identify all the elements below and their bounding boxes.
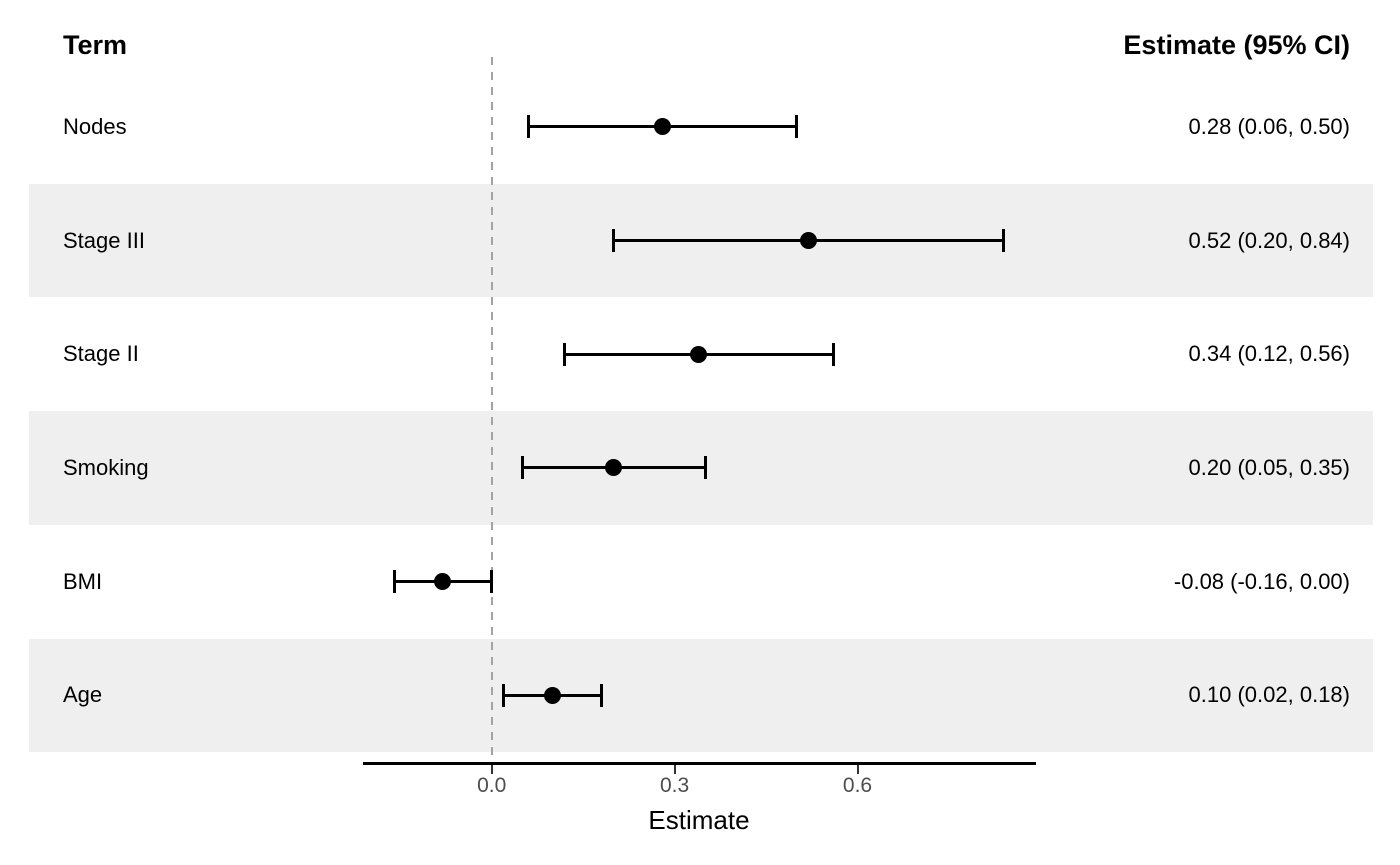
x-axis-line xyxy=(363,762,1036,765)
estimate-point xyxy=(544,686,562,704)
estimate-value: 0.10 (0.02, 0.18) xyxy=(1188,682,1350,708)
estimate-point xyxy=(605,459,623,477)
ci-cap-right xyxy=(1002,229,1006,253)
stripe-row xyxy=(29,638,1373,753)
term-label: Stage III xyxy=(63,227,145,253)
ci-cap-left xyxy=(502,683,506,707)
term-label: Nodes xyxy=(63,113,127,139)
estimate-value: 0.28 (0.06, 0.50) xyxy=(1188,113,1350,139)
term-label: BMI xyxy=(63,568,103,594)
ci-cap-left xyxy=(392,570,396,594)
ci-errorbar xyxy=(392,570,494,594)
ci-cap-right xyxy=(703,456,707,480)
ci-cap-right xyxy=(490,570,494,594)
estimate-value: 0.34 (0.12, 0.56) xyxy=(1188,341,1350,367)
ci-cap-right xyxy=(599,683,603,707)
ci-errorbar xyxy=(526,115,799,139)
x-tick-label: 0.3 xyxy=(660,774,690,797)
zero-reference-line xyxy=(490,57,493,764)
ci-cap-left xyxy=(526,115,530,139)
term-label: Stage II xyxy=(63,341,139,367)
estimate-column-header: Estimate (95% CI) xyxy=(1123,30,1350,60)
term-label: Age xyxy=(63,682,103,708)
ci-errorbar xyxy=(520,456,707,480)
ci-cap-left xyxy=(520,456,524,480)
estimate-value: 0.20 (0.05, 0.35) xyxy=(1188,454,1350,480)
term-column-header: Term xyxy=(63,30,128,60)
x-tick xyxy=(673,765,676,774)
x-tick xyxy=(856,765,859,774)
estimate-point xyxy=(434,573,452,591)
x-axis-title: Estimate xyxy=(648,805,750,835)
estimate-point xyxy=(690,345,708,363)
ci-cap-right xyxy=(831,342,835,366)
estimate-point xyxy=(800,232,818,250)
x-tick-label: 0.0 xyxy=(477,774,507,797)
estimate-value: -0.08 (-0.16, 0.00) xyxy=(1173,568,1350,594)
ci-errorbar xyxy=(502,683,603,707)
term-label: Smoking xyxy=(63,454,149,480)
x-tick-label: 0.6 xyxy=(842,774,873,797)
estimate-value: 0.52 (0.20, 0.84) xyxy=(1188,227,1350,253)
ci-cap-left xyxy=(612,229,616,253)
ci-cap-left xyxy=(563,342,567,366)
estimate-point xyxy=(653,118,671,136)
ci-cap-right xyxy=(795,115,799,139)
x-tick xyxy=(490,765,493,774)
ci-errorbar xyxy=(612,229,1006,253)
ci-errorbar xyxy=(563,342,835,366)
